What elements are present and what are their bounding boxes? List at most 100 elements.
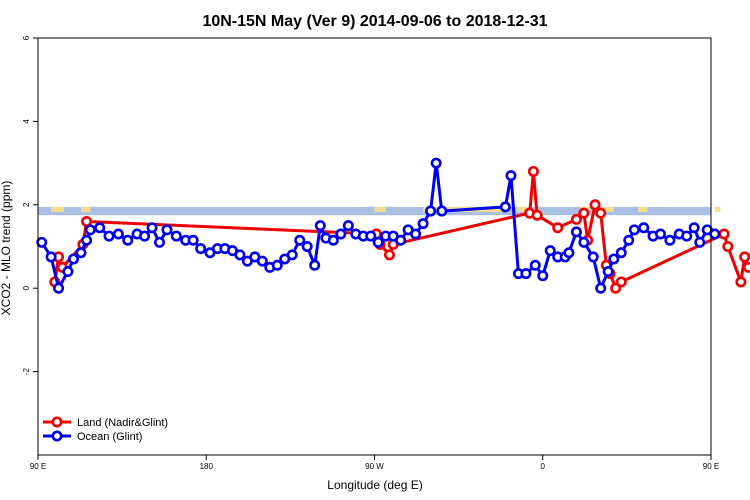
y-tick-label: -2 [22, 367, 31, 375]
legend-entry-ocean: Ocean (Glint) [43, 430, 142, 443]
data-point-ocean [688, 222, 700, 234]
band-land-shape [516, 206, 528, 212]
data-point-ocean [417, 218, 429, 230]
series-layer [36, 157, 750, 294]
data-point-ocean [430, 157, 442, 169]
data-point-land [718, 228, 730, 240]
data-point-land [383, 249, 395, 261]
data-point-ocean [425, 205, 437, 217]
data-point-ocean [436, 205, 448, 217]
data-point-ocean [664, 234, 676, 246]
data-point-land [589, 199, 601, 211]
y-tick-label: 6 [22, 35, 31, 40]
data-point-land [81, 215, 93, 227]
data-point-ocean [103, 230, 115, 242]
data-point-land [739, 251, 750, 263]
data-point-ocean [608, 253, 620, 265]
data-point-land [742, 261, 750, 273]
data-point-ocean [628, 224, 640, 236]
data-point-ocean [410, 228, 422, 240]
data-point-land [578, 207, 590, 219]
data-point-ocean [94, 222, 106, 234]
data-point-ocean [563, 247, 575, 259]
band-land-shape [374, 206, 386, 212]
x-tick-label: 90 E [30, 462, 46, 471]
data-point-land [570, 213, 582, 225]
data-point-ocean [327, 234, 339, 246]
data-point-ocean [170, 230, 182, 242]
data-point-ocean [520, 268, 532, 280]
legend-land-label: Land (Nadir&Glint) [77, 417, 168, 429]
data-point-ocean [342, 220, 354, 232]
y-tick-label: 2 [22, 202, 31, 207]
band-land-shape [80, 206, 91, 212]
band-land-shape [602, 206, 614, 212]
data-point-ocean [75, 247, 87, 259]
data-point-ocean [544, 245, 556, 257]
data-point-ocean [505, 170, 517, 182]
data-point-ocean [271, 259, 283, 271]
data-point-land [595, 207, 607, 219]
data-point-ocean [36, 236, 48, 248]
data-point-ocean [45, 251, 57, 263]
y-tick-label: 4 [22, 119, 31, 124]
data-point-ocean [53, 282, 65, 294]
band-land-shape [51, 206, 65, 212]
data-point-ocean [709, 228, 721, 240]
x-axis-label: Longitude (deg E) [327, 478, 422, 492]
data-point-ocean [139, 230, 151, 242]
x-tick-label: 90 E [703, 462, 719, 471]
band-layer [38, 206, 721, 216]
data-point-ocean [309, 259, 321, 271]
data-point-ocean [68, 253, 80, 265]
band-land-shape [638, 206, 648, 212]
x-tick-label: 90 W [365, 462, 384, 471]
data-point-ocean [537, 270, 549, 282]
data-point-ocean [395, 234, 407, 246]
data-point-ocean [372, 236, 384, 248]
data-point-ocean [638, 222, 650, 234]
data-point-land [552, 222, 564, 234]
chart-title: 10N-15N May (Ver 9) 2014-09-06 to 2018-1… [202, 13, 547, 30]
data-point-ocean [314, 220, 326, 232]
data-point-ocean [146, 222, 158, 234]
data-point-ocean [234, 249, 246, 261]
data-point-land [527, 165, 539, 177]
data-point-ocean [112, 228, 124, 240]
data-point-ocean [81, 234, 93, 246]
legend-ocean-label: Ocean (Glint) [77, 431, 142, 443]
data-point-ocean [301, 241, 313, 253]
data-point-land [735, 276, 747, 288]
data-point-ocean [602, 266, 614, 278]
data-point-ocean [694, 236, 706, 248]
legend-land-marker [51, 416, 63, 428]
data-point-ocean [587, 251, 599, 263]
data-point-ocean [84, 224, 96, 236]
data-point-ocean [187, 234, 199, 246]
data-point-ocean [154, 236, 166, 248]
series-ocean-line [40, 161, 716, 290]
data-point-land [531, 209, 543, 221]
x-tick-label: 180 [200, 462, 214, 471]
data-point-ocean [595, 282, 607, 294]
legend-ocean-marker [51, 430, 63, 442]
data-point-ocean [570, 226, 582, 238]
data-point-ocean [529, 259, 541, 271]
data-point-ocean [62, 266, 74, 278]
x-tick-label: 0 [541, 462, 546, 471]
data-point-ocean [499, 201, 511, 213]
data-point-ocean [623, 234, 635, 246]
data-point-ocean [681, 230, 693, 242]
axis-layer: 90 E 180 90 W 0 90 E -2 0 2 4 6 [22, 35, 719, 471]
legend: Land (Nadir&Glint) Ocean (Glint) [43, 416, 168, 443]
plot-frame [37, 37, 712, 456]
data-point-ocean [122, 234, 134, 246]
band-land-shape [714, 206, 721, 212]
data-point-ocean [294, 234, 306, 246]
data-point-ocean [195, 243, 207, 255]
data-point-ocean [615, 247, 627, 259]
data-point-ocean [365, 230, 377, 242]
y-tick-label: 0 [22, 285, 31, 290]
data-point-land [615, 276, 627, 288]
